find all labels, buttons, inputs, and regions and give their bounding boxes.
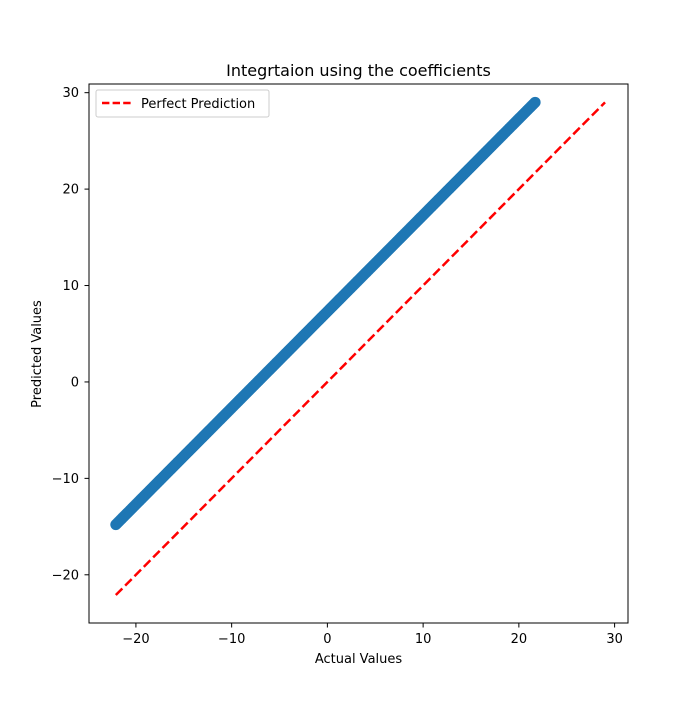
x-tick-label: 10 [415,632,432,647]
plot-area: −20 −10 0 10 20 30 −20 −10 0 10 20 30 [52,83,629,647]
y-tick-label: 10 [62,279,79,294]
y-tick-label: −20 [52,568,79,583]
y-tick-label: 30 [62,86,79,101]
legend: Perfect Prediction [95,89,270,118]
scatter-series [110,96,541,531]
y-axis-label: Predicted Values [30,300,45,408]
y-tick-label: 0 [71,375,79,390]
x-tick-label: −10 [218,632,245,647]
x-axis-label: Actual Values [315,652,403,667]
legend-box [95,89,270,118]
x-tick-label: −20 [122,632,149,647]
y-tick-label: −10 [52,472,79,487]
x-tick-label: 0 [323,632,331,647]
chart-title: Integrtaion using the coefficients [226,61,491,80]
axes-frame [88,83,629,624]
y-tick-label: 20 [62,183,79,198]
perfect-prediction-line [114,101,606,596]
data-layer [110,96,606,596]
scatter-point [529,96,541,108]
legend-label-perfect-prediction: Perfect Prediction [141,97,255,112]
x-tick-label: 20 [511,632,528,647]
x-tick-label: 30 [606,632,623,647]
